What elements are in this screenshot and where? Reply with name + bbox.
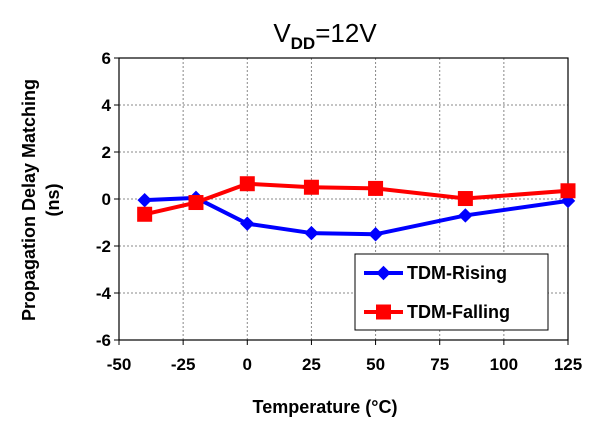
series-group <box>137 176 576 242</box>
title-suffix: =12V <box>315 18 377 48</box>
x-tick-label: 125 <box>554 355 582 374</box>
axis-ticks: -50 -25 0 25 50 75 100 125 -6 -4 -2 0 2 4 6 <box>96 49 582 374</box>
legend-label-tdm-falling: TDM-Falling <box>407 302 510 322</box>
y-tick-label: -4 <box>96 284 112 303</box>
x-axis-label: Temperature (°C) <box>253 397 398 417</box>
legend: TDM-Rising TDM-Falling <box>354 253 549 331</box>
y-axis-label: Propagation Delay Matching (ns) <box>19 79 63 321</box>
y-tick-label: 2 <box>102 143 111 162</box>
legend-item-tdm-rising: TDM-Rising <box>364 263 507 283</box>
data-point-tdm-rising <box>240 216 255 231</box>
data-point-tdm-rising <box>458 208 473 223</box>
x-tick-label: 25 <box>302 355 321 374</box>
x-tick-label: -25 <box>171 355 196 374</box>
data-point-tdm-falling <box>368 180 384 196</box>
y-tick-label: 6 <box>102 49 111 68</box>
data-point-tdm-rising <box>368 227 383 242</box>
y-axis-label-line2: (ns) <box>43 184 63 217</box>
chart-title: VDD=12V <box>273 18 377 53</box>
data-point-tdm-falling <box>560 183 576 199</box>
x-tick-label: 0 <box>243 355 252 374</box>
y-tick-label: -2 <box>96 237 111 256</box>
data-point-tdm-rising <box>304 225 319 241</box>
legend-item-tdm-falling: TDM-Falling <box>364 302 510 322</box>
series-tdm-falling <box>137 176 576 222</box>
data-point-tdm-falling <box>303 179 319 195</box>
data-point-tdm-rising <box>137 192 152 208</box>
x-tick-label: 100 <box>490 355 518 374</box>
title-main: V <box>273 18 291 48</box>
data-point-tdm-falling <box>457 191 473 207</box>
y-tick-label: 4 <box>102 96 112 115</box>
legend-marker-tdm-rising <box>376 265 391 281</box>
y-axis-label-line1: Propagation Delay Matching <box>19 79 39 321</box>
data-point-tdm-falling <box>239 176 255 192</box>
legend-marker-tdm-falling <box>376 304 391 320</box>
y-tick-label: 0 <box>102 190 111 209</box>
x-tick-label: 50 <box>366 355 385 374</box>
legend-label-tdm-rising: TDM-Rising <box>407 263 507 283</box>
data-point-tdm-falling <box>188 195 204 211</box>
title-subscript: DD <box>291 34 316 53</box>
x-tick-label: 75 <box>430 355 449 374</box>
x-tick-label: -50 <box>107 355 132 374</box>
y-tick-label: -6 <box>96 331 111 350</box>
data-point-tdm-falling <box>137 206 153 222</box>
